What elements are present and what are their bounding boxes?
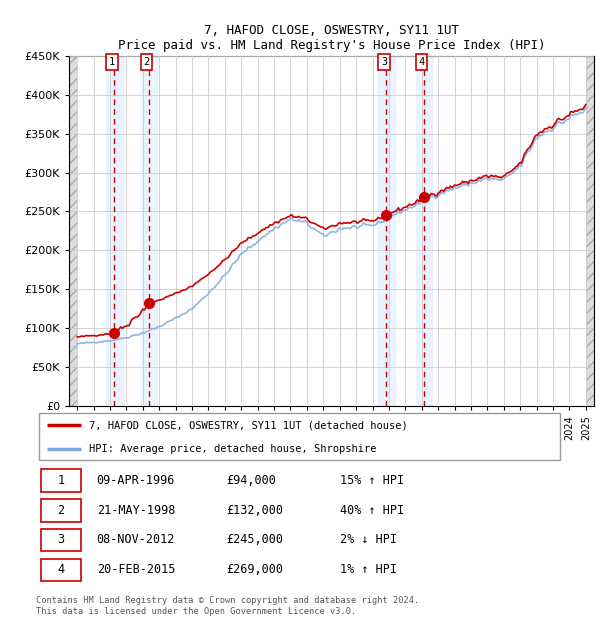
Text: 2: 2 — [143, 57, 150, 67]
Bar — [106, 56, 122, 406]
Text: 21-MAY-1998: 21-MAY-1998 — [97, 503, 175, 516]
Bar — [378, 56, 395, 406]
Text: £269,000: £269,000 — [226, 564, 283, 577]
Text: 4: 4 — [418, 57, 425, 67]
Text: HPI: Average price, detached house, Shropshire: HPI: Average price, detached house, Shro… — [89, 444, 376, 454]
Text: 08-NOV-2012: 08-NOV-2012 — [97, 533, 175, 546]
Text: £94,000: £94,000 — [226, 474, 276, 487]
Text: £132,000: £132,000 — [226, 503, 283, 516]
Text: 3: 3 — [381, 57, 387, 67]
FancyBboxPatch shape — [41, 469, 81, 492]
Text: Contains HM Land Registry data © Crown copyright and database right 2024.: Contains HM Land Registry data © Crown c… — [36, 596, 419, 604]
Text: £245,000: £245,000 — [226, 533, 283, 546]
Text: 1: 1 — [109, 57, 115, 67]
FancyBboxPatch shape — [41, 529, 81, 551]
Text: 4: 4 — [58, 564, 65, 577]
Text: 7, HAFOD CLOSE, OSWESTRY, SY11 1UT (detached house): 7, HAFOD CLOSE, OSWESTRY, SY11 1UT (deta… — [89, 420, 407, 430]
Text: 15% ↑ HPI: 15% ↑ HPI — [340, 474, 404, 487]
Bar — [416, 56, 432, 406]
Text: 40% ↑ HPI: 40% ↑ HPI — [340, 503, 404, 516]
Bar — [141, 56, 157, 406]
FancyBboxPatch shape — [38, 413, 560, 460]
Title: 7, HAFOD CLOSE, OSWESTRY, SY11 1UT
Price paid vs. HM Land Registry's House Price: 7, HAFOD CLOSE, OSWESTRY, SY11 1UT Price… — [118, 24, 545, 52]
Bar — [69, 56, 77, 406]
Text: 3: 3 — [58, 533, 65, 546]
Text: 20-FEB-2015: 20-FEB-2015 — [97, 564, 175, 577]
FancyBboxPatch shape — [41, 499, 81, 521]
Text: 09-APR-1996: 09-APR-1996 — [97, 474, 175, 487]
Text: 1% ↑ HPI: 1% ↑ HPI — [340, 564, 397, 577]
Text: 2% ↓ HPI: 2% ↓ HPI — [340, 533, 397, 546]
Text: 1: 1 — [58, 474, 65, 487]
Bar — [586, 56, 594, 406]
Text: This data is licensed under the Open Government Licence v3.0.: This data is licensed under the Open Gov… — [36, 607, 356, 616]
FancyBboxPatch shape — [41, 559, 81, 582]
Text: 2: 2 — [58, 503, 65, 516]
